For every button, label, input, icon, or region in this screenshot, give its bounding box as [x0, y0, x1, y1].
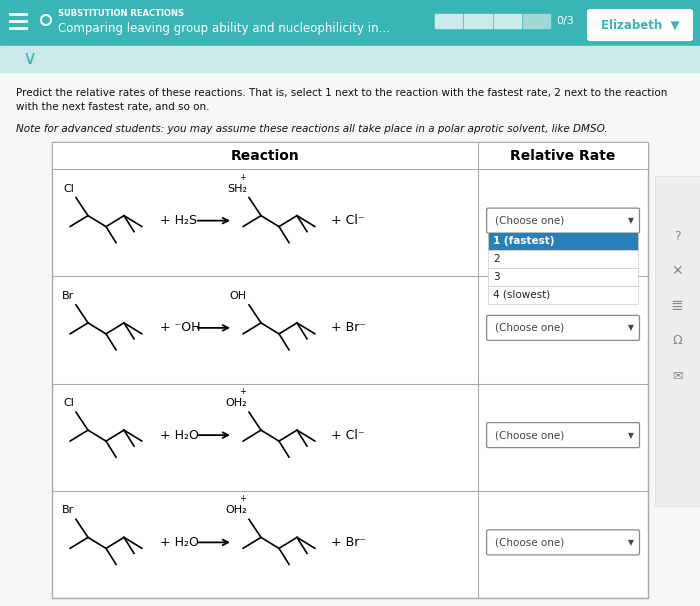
Text: 3: 3 [493, 271, 500, 282]
Text: Reaction: Reaction [231, 148, 300, 162]
Bar [523, 14, 550, 28]
FancyBboxPatch shape [486, 422, 640, 448]
Text: SH₂: SH₂ [227, 184, 247, 194]
Text: (Choose one): (Choose one) [495, 216, 564, 225]
Text: Note for advanced students: you may assume these reactions all take place in a p: Note for advanced students: you may assu… [16, 124, 608, 134]
FancyBboxPatch shape [486, 208, 640, 233]
Bar [494, 14, 521, 28]
Text: + H₂S: + H₂S [160, 214, 197, 227]
Text: Cl: Cl [63, 398, 74, 408]
Text: Relative Rate: Relative Rate [510, 148, 616, 162]
Bar [655, 176, 700, 506]
Text: (Choose one): (Choose one) [495, 430, 564, 440]
Text: 4 (slowest): 4 (slowest) [493, 290, 550, 299]
Bar [0, 72, 700, 606]
Text: OH: OH [230, 291, 247, 301]
Text: Cl: Cl [63, 184, 74, 194]
Text: + ⁻OH: + ⁻OH [160, 321, 200, 335]
Text: + Br⁻: + Br⁻ [331, 536, 366, 549]
FancyBboxPatch shape [588, 10, 692, 40]
Bar [0, 46, 700, 72]
FancyBboxPatch shape [486, 530, 640, 555]
Bar [488, 250, 638, 268]
Bar [488, 231, 638, 250]
Text: Ω: Ω [672, 335, 682, 347]
Text: ▼: ▼ [628, 216, 634, 225]
Bar [52, 142, 648, 598]
Text: OH₂: OH₂ [225, 398, 247, 408]
Text: (Choose one): (Choose one) [495, 538, 564, 547]
Bar [0, 0, 700, 46]
Text: ✕: ✕ [671, 264, 682, 278]
Bar [488, 268, 638, 285]
Text: +: + [239, 494, 246, 504]
Text: SUBSTITUTION REACTIONS: SUBSTITUTION REACTIONS [58, 9, 184, 18]
Text: +: + [239, 173, 246, 182]
Text: + Cl⁻: + Cl⁻ [331, 214, 365, 227]
Text: 2: 2 [493, 254, 500, 264]
Text: ≣: ≣ [671, 299, 683, 313]
Text: Comparing leaving group ability and nucleophilicity in...: Comparing leaving group ability and nucl… [58, 22, 390, 35]
Bar [435, 14, 462, 28]
Text: Br: Br [62, 291, 74, 301]
Text: Predict the relative rates of these reactions. That is, select 1 next to the rea: Predict the relative rates of these reac… [16, 88, 667, 98]
Bar [464, 14, 491, 28]
Text: ▼: ▼ [628, 324, 634, 332]
Text: Elizabeth  ▼: Elizabeth ▼ [601, 19, 679, 32]
Bar [488, 285, 638, 304]
Text: +: + [239, 387, 246, 396]
Text: + Cl⁻: + Cl⁻ [331, 428, 365, 442]
Text: 1 (fastest): 1 (fastest) [493, 236, 554, 245]
Text: + Br⁻: + Br⁻ [331, 321, 366, 335]
Text: + H₂O: + H₂O [160, 536, 199, 549]
Text: (Choose one): (Choose one) [495, 323, 564, 333]
Text: + H₂O: + H₂O [160, 428, 199, 442]
Text: ▼: ▼ [628, 431, 634, 439]
FancyBboxPatch shape [486, 315, 640, 341]
Text: OH₂: OH₂ [225, 505, 247, 515]
Text: with the next fastest rate, and so on.: with the next fastest rate, and so on. [16, 102, 209, 112]
Text: ✉: ✉ [672, 370, 682, 382]
Text: ?: ? [673, 230, 680, 242]
Text: ∨: ∨ [23, 50, 37, 68]
Text: Br: Br [62, 505, 74, 515]
Text: 0/3: 0/3 [556, 16, 574, 26]
Text: ▼: ▼ [628, 538, 634, 547]
Bar [52, 142, 648, 169]
